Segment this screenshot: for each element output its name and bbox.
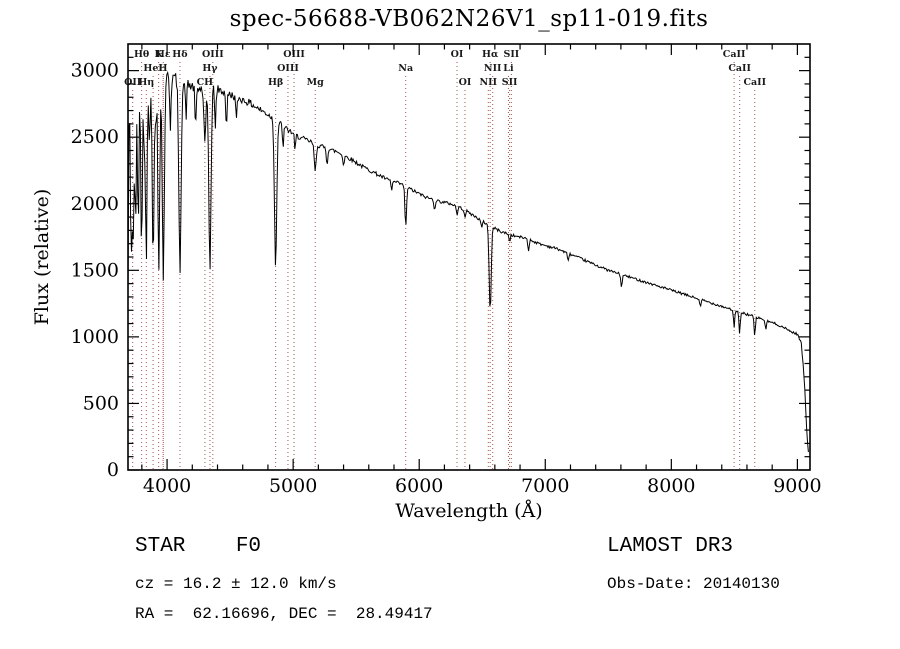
svg-text:0: 0 xyxy=(107,459,119,481)
coordinates-value: RA = 62.16696, DEC = 28.49417 xyxy=(135,605,433,623)
svg-text:Flux (relative): Flux (relative) xyxy=(31,189,53,326)
svg-text:4000: 4000 xyxy=(143,475,191,497)
svg-text:OI: OI xyxy=(459,77,472,88)
svg-text:NII: NII xyxy=(479,77,497,88)
svg-text:2500: 2500 xyxy=(71,126,119,148)
svg-text:OI: OI xyxy=(451,49,464,60)
survey-label: LAMOST DR3 xyxy=(607,535,734,558)
svg-text:Hθ: Hθ xyxy=(134,49,149,60)
svg-text:2000: 2000 xyxy=(71,193,119,215)
svg-text:Li: Li xyxy=(503,63,514,74)
svg-text:OIII: OIII xyxy=(283,49,305,60)
svg-text:K: K xyxy=(155,49,164,60)
obs-date-value: Obs-Date: 20140130 xyxy=(607,575,780,593)
svg-text:CaII: CaII xyxy=(743,77,766,88)
svg-text:7000: 7000 xyxy=(521,475,569,497)
svg-text:Hη: Hη xyxy=(138,77,154,88)
svg-text:CH: CH xyxy=(197,77,214,88)
svg-text:OIII: OIII xyxy=(277,63,299,74)
classification-label: STAR F0 xyxy=(135,535,262,558)
svg-text:CaII: CaII xyxy=(728,63,751,74)
svg-text:500: 500 xyxy=(83,392,119,414)
svg-text:Wavelength (Å): Wavelength (Å) xyxy=(395,500,542,522)
svg-text:1000: 1000 xyxy=(71,326,119,348)
cz-value: cz = 16.2 ± 12.0 km/s xyxy=(135,575,337,593)
svg-text:SII: SII xyxy=(503,49,519,60)
svg-text:1500: 1500 xyxy=(71,259,119,281)
svg-text:Hα: Hα xyxy=(482,49,499,60)
svg-text:NII: NII xyxy=(484,63,502,74)
svg-text:HeI: HeI xyxy=(143,63,163,74)
plot-title: spec-56688-VB062N26V1_sp11-019.fits xyxy=(229,6,709,32)
svg-text:5000: 5000 xyxy=(269,475,317,497)
svg-text:OII: OII xyxy=(124,77,142,88)
svg-text:Na: Na xyxy=(398,63,413,74)
svg-text:9000: 9000 xyxy=(773,475,821,497)
svg-text:Hβ: Hβ xyxy=(268,77,283,88)
svg-text:Mg: Mg xyxy=(307,77,325,88)
svg-text:6000: 6000 xyxy=(395,475,443,497)
svg-text:H: H xyxy=(159,63,168,74)
svg-text:Hε: Hε xyxy=(156,49,171,60)
svg-text:SII: SII xyxy=(502,77,518,88)
svg-text:8000: 8000 xyxy=(647,475,695,497)
svg-text:CaII: CaII xyxy=(723,49,746,60)
svg-text:OIII: OIII xyxy=(202,49,224,60)
svg-text:3000: 3000 xyxy=(71,60,119,82)
svg-text:Hδ: Hδ xyxy=(172,49,187,60)
svg-text:Hγ: Hγ xyxy=(202,63,218,74)
